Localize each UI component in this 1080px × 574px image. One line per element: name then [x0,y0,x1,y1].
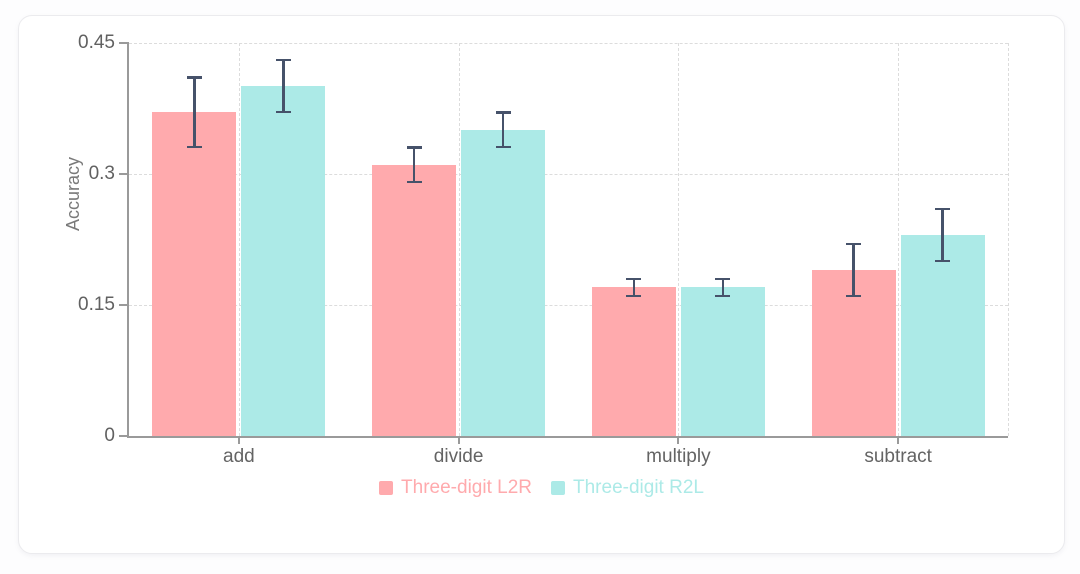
y-axis-tick [119,172,129,175]
error-bar-line [193,77,196,148]
y-tick-label: 0 [104,425,115,446]
legend-label: Three-digit R2L [573,477,704,498]
x-axis-tick [897,438,900,444]
x-tick-label: add [223,446,255,467]
error-bar-cap [846,242,862,246]
y-axis-tick [119,41,129,44]
error-bar-cap [406,146,422,149]
legend-item: Three-digit L2R [379,476,532,500]
x-tick-label: subtract [864,446,932,467]
error-bar-cap [846,294,862,298]
error-bar-cap [715,294,731,298]
legend: Three-digit L2R Three-digit R2L [19,476,1064,500]
error-bar-cap [935,207,951,211]
y-axis-line [127,42,129,438]
bar-multiply-l2r [591,287,676,436]
error-bar-line [282,59,285,113]
legend-swatch-icon [551,481,565,495]
v-gridline [1008,42,1009,436]
bar-divide-l2r [372,164,457,436]
error-bar-cap [495,111,511,114]
h-gridline [129,42,1008,44]
h-gridline [129,173,1008,175]
x-axis-tick [457,438,460,444]
x-tick-label: multiply [646,446,711,467]
bar-chart: Accuracy 0 0.15 0.3 0.45 add divide multiply su… [19,16,1064,553]
error-bar-cap [935,259,951,263]
error-bar-line [632,278,636,297]
error-bar-cap [275,58,291,62]
bar-multiply-r2l [680,287,765,436]
chart-card: Accuracy 0 0.15 0.3 0.45 add divide multiply su… [18,15,1065,554]
v-gridline [678,42,680,436]
error-bar-line [501,112,505,148]
error-bar-line [412,147,416,183]
h-gridline [129,304,1008,306]
error-bar-line [721,278,725,297]
v-gridline [898,42,900,436]
error-bar-cap [275,110,291,114]
bar-subtract-r2l [900,234,985,436]
y-axis-tick [119,303,129,306]
error-bar-cap [626,277,642,281]
error-bar-cap [626,294,642,298]
error-bar-cap [495,145,511,149]
v-gridline [238,42,240,436]
legend-swatch-icon [379,481,394,495]
x-axis-tick [677,438,680,444]
bar-add-l2r [152,112,237,436]
bar-subtract-l2r [811,269,896,436]
bar-add-r2l [241,86,326,436]
legend-label: Three-digit L2R [401,477,532,498]
y-axis-tick [119,435,129,437]
error-bar-cap [406,180,422,184]
y-tick-label: 0.15 [78,293,115,315]
y-tick-label: 0.45 [78,31,115,53]
x-axis-line [127,436,1008,438]
y-axis-title: Accuracy [63,156,83,232]
error-bar-cap [186,145,202,149]
legend-item: Three-digit R2L [551,476,704,500]
x-tick-label: divide [433,446,484,467]
y-tick-label: 0.3 [88,162,115,184]
error-bar-line [941,208,944,262]
error-bar-cap [715,277,731,281]
bar-divide-r2l [461,129,546,436]
x-axis-tick [237,438,240,444]
error-bar-line [852,243,855,297]
v-gridline [458,42,460,436]
error-bar-cap [186,76,202,79]
